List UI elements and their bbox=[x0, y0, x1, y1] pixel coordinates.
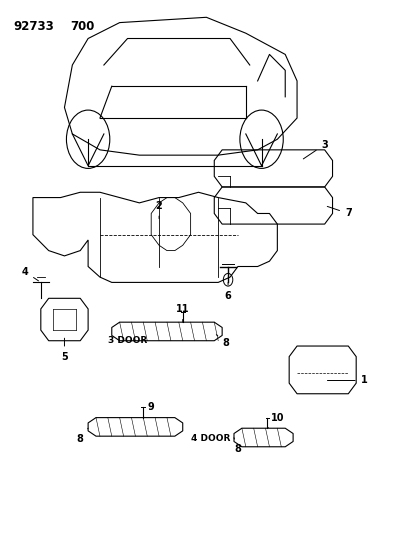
Text: 4: 4 bbox=[22, 267, 39, 281]
Text: 700: 700 bbox=[70, 20, 95, 33]
Text: 11: 11 bbox=[176, 304, 189, 322]
Text: 10: 10 bbox=[268, 413, 284, 428]
Text: 3: 3 bbox=[303, 140, 328, 159]
Text: 6: 6 bbox=[225, 282, 231, 301]
Text: 7: 7 bbox=[327, 206, 352, 219]
Text: 8: 8 bbox=[234, 438, 241, 455]
Text: 92733: 92733 bbox=[13, 20, 54, 33]
Text: 3 DOOR: 3 DOOR bbox=[108, 336, 147, 345]
Text: 8: 8 bbox=[216, 335, 229, 349]
Text: 4 DOOR: 4 DOOR bbox=[191, 434, 230, 443]
Text: 5: 5 bbox=[61, 338, 68, 361]
Text: 8: 8 bbox=[77, 428, 88, 444]
Text: 2: 2 bbox=[156, 200, 162, 219]
Text: 9: 9 bbox=[143, 402, 154, 418]
Text: 1: 1 bbox=[328, 375, 368, 385]
